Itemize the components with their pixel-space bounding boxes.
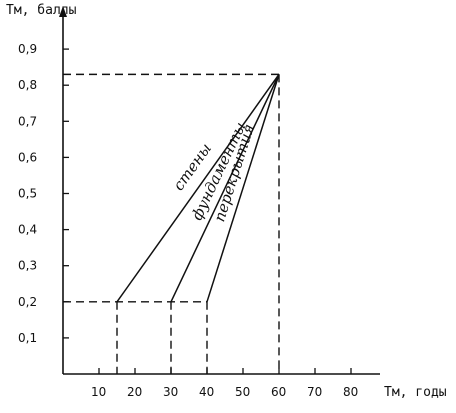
- series-line: [116, 73, 280, 303]
- y-tick-label: 0,8: [18, 78, 37, 92]
- x-tick-label: 10: [91, 385, 106, 399]
- series-line: [170, 74, 280, 303]
- x-tick-label: 50: [235, 385, 250, 399]
- y-tick-label: 0,5: [18, 187, 37, 201]
- x-tick-label: 40: [199, 385, 214, 399]
- x-tick-label: 30: [163, 385, 178, 399]
- y-tick-label: 0,2: [18, 295, 37, 309]
- y-tick-label: 0,1: [18, 331, 37, 345]
- x-tick-label: 60: [271, 385, 286, 399]
- y-tick-label: 0,6: [18, 150, 37, 164]
- y-tick-label: 0,9: [18, 42, 37, 56]
- series-line: [206, 74, 280, 303]
- y-tick-label: 0,7: [18, 114, 37, 128]
- x-tick-label: 20: [127, 385, 142, 399]
- x-axis-title: Тм, годы: [384, 385, 447, 400]
- y-axis-title: Тм, баллы: [6, 3, 77, 18]
- y-axis-arrow: [59, 6, 67, 17]
- y-tick-label: 0,3: [18, 259, 37, 273]
- y-ticks: 0,1 0,2 0,3 0,4 0,5 0,6 0,7 0,8 0,9: [18, 42, 69, 345]
- x-ticks: 10 20 30 40 50 60 70 80: [91, 368, 358, 399]
- x-tick-label: 80: [343, 385, 358, 399]
- y-tick-label: 0,4: [18, 223, 37, 237]
- reference-lines: [63, 73, 280, 374]
- x-tick-label: 70: [307, 385, 322, 399]
